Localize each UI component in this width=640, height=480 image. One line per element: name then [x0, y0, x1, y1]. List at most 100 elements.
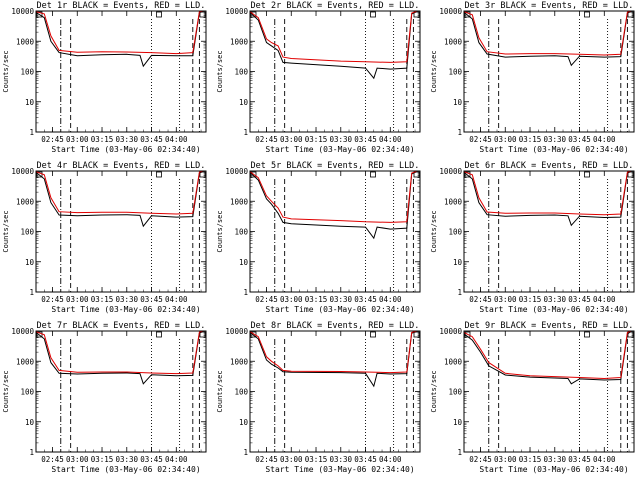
x-tick-label: 03:15: [91, 135, 114, 144]
y-tick-label: 100: [448, 68, 462, 77]
chart-panel: Det 8r BLACK = Events, RED = LLD. Counts/…: [216, 321, 421, 474]
x-tick-label: 03:15: [91, 455, 114, 464]
y-tick-label: 1000: [444, 197, 463, 206]
corner-box: [36, 331, 43, 338]
y-tick-label: 10: [453, 418, 463, 427]
series-line-lld: [463, 10, 631, 56]
y-tick-label: 10: [453, 258, 463, 267]
x-axis-label: Start Time (03-May-06 02:34:40): [51, 465, 200, 474]
x-axis-label: Start Time (03-May-06 02:34:40): [265, 305, 414, 314]
x-tick-label: 02:45: [41, 135, 64, 144]
y-tick-label: 10000: [11, 7, 34, 16]
corner-box: [156, 331, 162, 338]
x-tick-label: 03:00: [66, 455, 89, 464]
x-tick-label: 02:45: [255, 135, 278, 144]
chart-panel: Det 4r BLACK = Events, RED = LLD. Counts/…: [2, 161, 207, 314]
x-tick-label: 02:45: [255, 455, 278, 464]
chart-title: Det 2r BLACK = Events, RED = LLD.: [251, 1, 420, 11]
corner-box: [584, 11, 590, 18]
y-tick-label: 10: [25, 418, 35, 427]
x-tick-label: 03:45: [140, 455, 163, 464]
corner-box: [370, 11, 376, 18]
x-tick-label: 03:15: [305, 135, 328, 144]
x-axis-label: Start Time (03-May-06 02:34:40): [265, 145, 414, 154]
x-tick-label: 04:00: [593, 295, 616, 304]
corner-box: [156, 171, 162, 178]
y-tick-label: 1000: [230, 357, 249, 366]
series-line-lld: [249, 170, 417, 223]
y-tick-label: 10: [25, 98, 35, 107]
plot-frame: [35, 10, 207, 133]
y-tick-label: 1000: [230, 197, 249, 206]
x-tick-label: 04:00: [165, 135, 188, 144]
y-axis-label: Counts/sec: [216, 50, 224, 92]
y-tick-label: 1: [457, 288, 462, 297]
series-line-lld: [249, 330, 417, 374]
chart-title: Det 5r BLACK = Events, RED = LLD.: [251, 161, 420, 171]
series-line-lld: [463, 330, 631, 380]
y-tick-label: 10000: [439, 327, 462, 336]
corner-box: [370, 171, 376, 178]
y-tick-label: 1: [457, 448, 462, 457]
y-tick-label: 100: [234, 388, 248, 397]
x-tick-label: 03:45: [354, 455, 377, 464]
x-tick-label: 03:00: [280, 135, 303, 144]
x-tick-label: 03:45: [140, 135, 163, 144]
x-tick-label: 03:15: [519, 135, 542, 144]
y-tick-label: 10: [25, 258, 35, 267]
chart-title: Det 3r BLACK = Events, RED = LLD.: [465, 1, 634, 11]
x-tick-label: 03:30: [115, 455, 138, 464]
chart-title: Det 1r BLACK = Events, RED = LLD.: [37, 1, 206, 11]
chart-title: Det 9r BLACK = Events, RED = LLD.: [465, 321, 634, 331]
x-tick-label: 04:00: [593, 135, 616, 144]
y-tick-label: 1000: [16, 197, 35, 206]
x-axis-label: Start Time (03-May-06 02:34:40): [479, 145, 628, 154]
x-tick-label: 03:00: [280, 295, 303, 304]
x-tick-label: 02:45: [41, 295, 64, 304]
plot-frame: [463, 330, 635, 453]
chart-title: Det 6r BLACK = Events, RED = LLD.: [465, 161, 634, 171]
y-tick-label: 10000: [439, 7, 462, 16]
x-tick-label: 03:15: [91, 295, 114, 304]
y-tick-label: 100: [20, 68, 34, 77]
x-axis-label: Start Time (03-May-06 02:34:40): [51, 305, 200, 314]
corner-box: [250, 171, 257, 178]
chart-panel: Det 1r BLACK = Events, RED = LLD. Counts/…: [2, 1, 207, 154]
corner-box: [250, 331, 257, 338]
y-axis-label: Counts/sec: [430, 210, 438, 252]
x-tick-label: 03:30: [115, 295, 138, 304]
y-tick-label: 10000: [11, 327, 34, 336]
x-tick-label: 03:15: [305, 295, 328, 304]
x-tick-label: 03:30: [543, 295, 566, 304]
x-tick-label: 03:15: [305, 455, 328, 464]
series-line-lld: [249, 10, 417, 63]
y-axis-label: Counts/sec: [216, 370, 224, 412]
y-tick-label: 100: [448, 228, 462, 237]
y-tick-label: 100: [20, 228, 34, 237]
plot-frame: [249, 170, 421, 293]
x-axis-label: Start Time (03-May-06 02:34:40): [479, 465, 628, 474]
corner-box: [250, 11, 257, 18]
series-line-events: [249, 331, 417, 388]
y-tick-label: 1000: [230, 37, 249, 46]
plot-frame: [463, 170, 635, 293]
x-tick-label: 03:45: [568, 135, 591, 144]
y-axis-label: Counts/sec: [430, 50, 438, 92]
x-tick-label: 04:00: [593, 455, 616, 464]
x-tick-label: 03:45: [354, 135, 377, 144]
y-tick-label: 1000: [16, 37, 35, 46]
plot-frame: [35, 330, 207, 453]
series-line-events: [463, 11, 631, 67]
chart-panel: Det 7r BLACK = Events, RED = LLD. Counts/…: [2, 321, 207, 474]
x-tick-label: 03:45: [568, 295, 591, 304]
y-tick-label: 10000: [11, 167, 34, 176]
chart-panel: Det 5r BLACK = Events, RED = LLD. Counts/…: [216, 161, 421, 314]
y-tick-label: 10000: [225, 327, 248, 336]
corner-box: [584, 331, 590, 338]
series-line-lld: [35, 10, 203, 55]
y-axis-label: Counts/sec: [2, 370, 10, 412]
plot-frame: [249, 330, 421, 453]
chart-title: Det 4r BLACK = Events, RED = LLD.: [37, 161, 206, 171]
corner-box: [36, 11, 43, 18]
x-tick-label: 03:30: [329, 295, 352, 304]
